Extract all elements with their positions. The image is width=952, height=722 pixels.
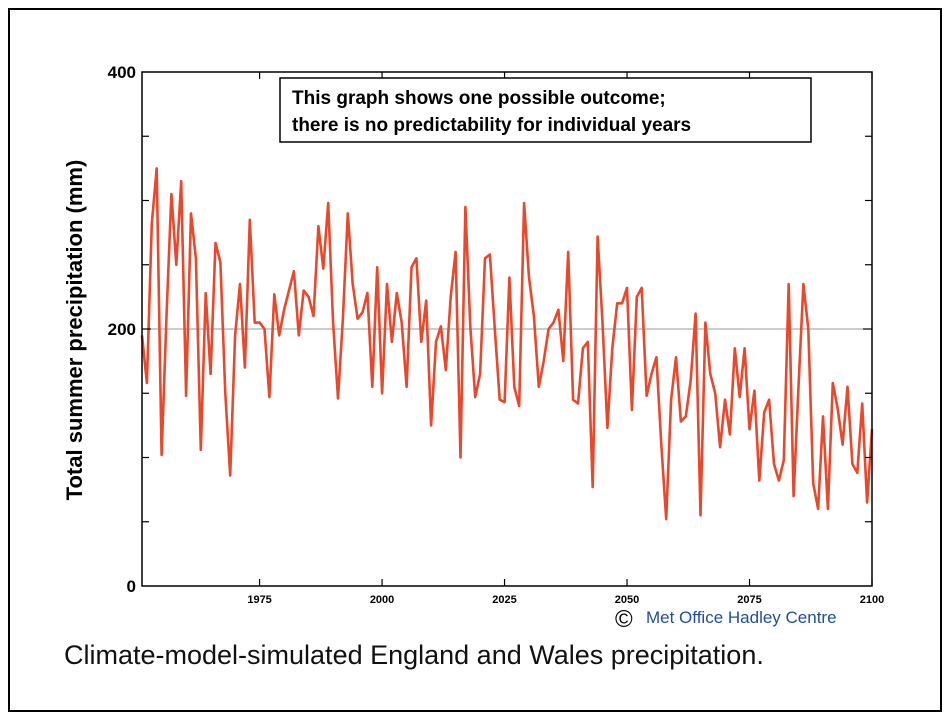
annotation-line-2: there is no predictability for individua… — [292, 115, 691, 136]
figure-caption: Climate-model-simulated England and Wale… — [64, 640, 764, 670]
x-tick-label: 2025 — [492, 594, 516, 606]
y-tick-label: 0 — [127, 577, 136, 596]
annotation-box — [279, 77, 812, 143]
series-line-0 — [140, 167, 874, 521]
x-tick-label: 1975 — [247, 594, 271, 606]
x-tick-label: 2000 — [370, 594, 394, 606]
x-tick-label: 2050 — [615, 594, 639, 606]
y-axis-label: Total summer precipitation (mm) — [62, 160, 87, 501]
y-tick-label: 400 — [108, 63, 136, 82]
credit-text: Met Office Hadley Centre — [646, 608, 837, 627]
x-tick-label: 2075 — [737, 594, 761, 606]
y-tick-label: 200 — [108, 320, 136, 339]
x-tick-label: 2100 — [860, 594, 884, 606]
copyright-symbol: © — [615, 606, 633, 633]
annotation-line-1: This graph shows one possible outcome; — [292, 88, 666, 109]
